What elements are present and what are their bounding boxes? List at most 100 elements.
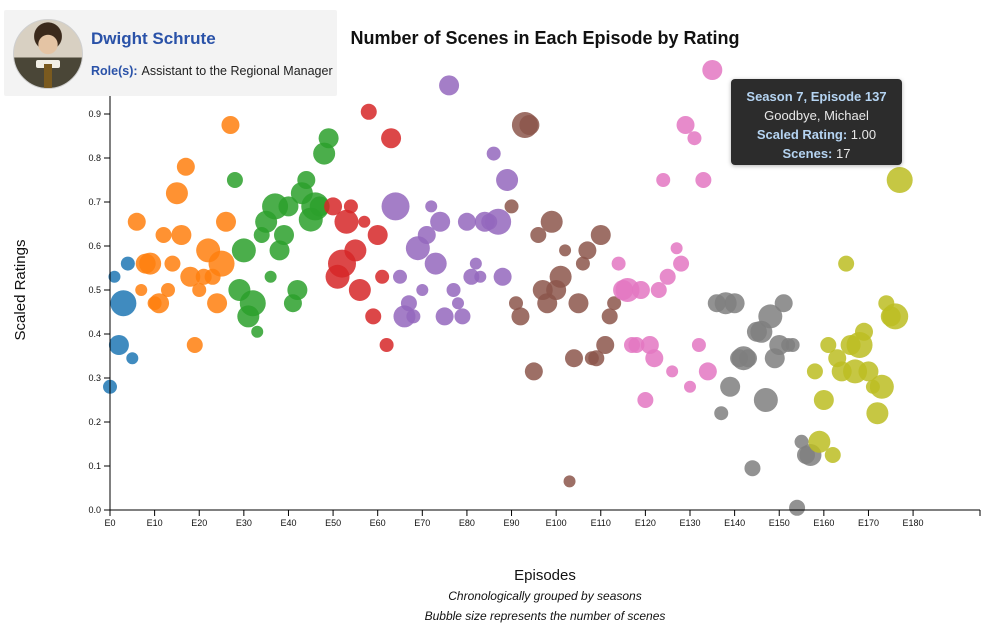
bubble-s8-17[interactable] (785, 338, 800, 352)
bubble-s5-25[interactable] (496, 169, 519, 191)
bubble-s7-18[interactable] (691, 338, 706, 352)
bubble-s6-23[interactable] (607, 296, 622, 311)
bubble-s7-12[interactable] (666, 365, 679, 378)
bubble-s6-6[interactable] (530, 227, 547, 243)
bubble-s4-11[interactable] (375, 269, 390, 284)
bubble-s2-0[interactable] (127, 212, 146, 231)
bubble-s7-16[interactable] (684, 380, 696, 393)
bubble-s6-2[interactable] (511, 307, 530, 326)
bubble-s1-5[interactable] (126, 352, 139, 365)
bubble-s7-15[interactable] (676, 116, 695, 134)
bubble-s9-11[interactable] (855, 322, 873, 341)
bubble-s6-1[interactable] (509, 296, 523, 311)
bubble-s4-13[interactable] (381, 128, 402, 149)
bubble-s3-4[interactable] (239, 290, 266, 317)
bubble-s8-12[interactable] (758, 304, 783, 329)
bubble-s5-1[interactable] (393, 269, 407, 284)
bubble-s6-17[interactable] (578, 241, 597, 260)
bubble-s3-19[interactable] (309, 196, 330, 217)
bubble-s9-19[interactable] (886, 167, 913, 193)
bubble-s3-2[interactable] (231, 238, 256, 263)
bubble-s6-9[interactable] (540, 210, 563, 233)
bubble-s7-5[interactable] (631, 281, 650, 299)
bubble-s4-8[interactable] (360, 103, 377, 120)
bubble-s9-2[interactable] (813, 390, 834, 410)
bubble-s6-4[interactable] (519, 115, 540, 135)
bubble-s8-8[interactable] (744, 460, 761, 477)
bubble-s5-12[interactable] (439, 75, 460, 96)
bubble-s5-19[interactable] (474, 270, 487, 283)
bubble-s2-20[interactable] (216, 211, 236, 232)
bubble-s6-21[interactable] (596, 336, 615, 354)
bubble-s6-22[interactable] (601, 308, 618, 325)
bubble-s2-13[interactable] (186, 337, 203, 353)
bubble-s3-0[interactable] (226, 172, 243, 188)
bubble-s3-12[interactable] (278, 196, 299, 217)
bubble-s2-9[interactable] (165, 182, 188, 205)
bubble-s6-14[interactable] (565, 349, 583, 368)
bubble-s6-13[interactable] (563, 475, 576, 488)
bubble-s5-9[interactable] (424, 252, 447, 275)
bubble-s2-7[interactable] (161, 283, 175, 297)
bubble-s6-11[interactable] (549, 265, 572, 288)
bubble-s5-0[interactable] (381, 192, 410, 221)
bubble-s2-11[interactable] (176, 157, 195, 176)
bubble-s2-14[interactable] (192, 283, 207, 297)
bubble-s5-8[interactable] (425, 200, 438, 213)
bubble-s6-20[interactable] (590, 225, 611, 245)
bubble-s7-2[interactable] (615, 278, 640, 302)
bubble-s4-4[interactable] (343, 199, 358, 214)
bubble-s6-19[interactable] (588, 350, 605, 367)
bubble-s4-9[interactable] (365, 308, 382, 325)
bubble-s2-18[interactable] (207, 293, 228, 314)
bubble-s7-0[interactable] (611, 256, 626, 271)
bubble-s9-1[interactable] (808, 430, 831, 453)
bubble-s4-6[interactable] (348, 279, 371, 301)
bubble-s1-4[interactable] (120, 256, 135, 271)
bubble-s2-6[interactable] (155, 227, 172, 243)
bubble-s4-0[interactable] (324, 197, 343, 216)
bubble-s2-5[interactable] (149, 293, 170, 314)
bubble-s7-9[interactable] (650, 282, 667, 298)
bubble-s7-13[interactable] (670, 242, 683, 255)
bubble-s7-19[interactable] (695, 172, 712, 188)
bubble-s8-18[interactable] (789, 499, 806, 516)
bubble-s3-8[interactable] (264, 270, 277, 283)
bubble-s7-14[interactable] (673, 255, 690, 272)
bubble-s5-24[interactable] (493, 267, 512, 286)
bubble-s2-8[interactable] (164, 255, 181, 272)
bubble-s9-3[interactable] (820, 337, 837, 353)
bubble-s5-14[interactable] (452, 297, 464, 310)
bubble-s7-11[interactable] (659, 268, 676, 285)
bubble-s4-7[interactable] (358, 215, 371, 228)
bubble-s8-15[interactable] (774, 294, 793, 313)
bubble-s9-4[interactable] (824, 447, 841, 463)
bubble-s5-13[interactable] (446, 283, 461, 297)
bubble-s5-4[interactable] (406, 309, 421, 324)
bubble-s7-20[interactable] (698, 362, 717, 381)
bubble-s5-6[interactable] (416, 284, 429, 296)
bubble-s5-17[interactable] (463, 268, 480, 285)
bubble-s9-15[interactable] (869, 374, 894, 399)
bubble-s4-5[interactable] (344, 239, 367, 262)
bubble-s5-11[interactable] (435, 307, 454, 326)
bubble-s5-7[interactable] (417, 226, 436, 244)
bubble-s5-16[interactable] (457, 212, 476, 231)
bubble-s8-7[interactable] (739, 349, 757, 368)
bubble-s8-19[interactable] (794, 434, 809, 449)
bubble-s9-12[interactable] (858, 361, 879, 382)
bubble-s2-12[interactable] (180, 266, 201, 287)
bubble-s6-12[interactable] (559, 244, 572, 257)
bubble-s7-10[interactable] (656, 173, 671, 187)
bubble-s8-11[interactable] (753, 388, 778, 412)
bubble-s3-5[interactable] (251, 325, 264, 338)
bubble-s2-19[interactable] (208, 250, 235, 277)
bubble-s9-7[interactable] (838, 255, 855, 272)
bubble-s9-0[interactable] (806, 363, 823, 380)
bubble-s2-3[interactable] (139, 252, 162, 275)
bubble-s8-1[interactable] (714, 406, 729, 421)
bubble-s9-14[interactable] (866, 402, 889, 425)
bubble-s3-16[interactable] (297, 171, 316, 189)
bubble-s5-10[interactable] (430, 211, 451, 232)
bubble-s5-22[interactable] (486, 146, 501, 161)
